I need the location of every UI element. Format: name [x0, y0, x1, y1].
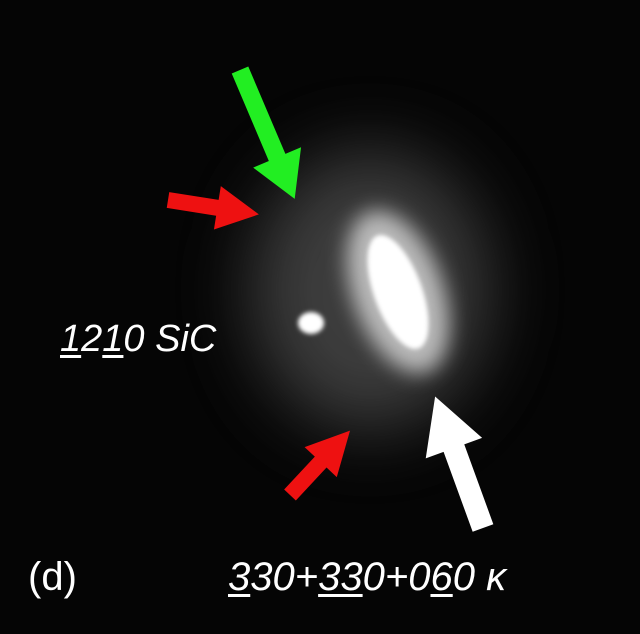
- label-piece: 33: [318, 555, 363, 599]
- diffraction-image: 1210 SiC 330+330+060 κ (d): [0, 0, 640, 634]
- red-arrow: [165, 178, 263, 236]
- red-arrow: [274, 416, 366, 510]
- spot-label: 330+330+060 κ: [228, 555, 506, 600]
- label-piece: 0 κ: [453, 555, 506, 599]
- sic-spot: [298, 312, 324, 334]
- label-piece: 1: [102, 318, 123, 360]
- label-piece: 30+: [250, 555, 318, 599]
- panel-label: (d): [28, 555, 77, 600]
- label-piece: 1: [60, 318, 81, 360]
- pattern: [0, 0, 640, 634]
- spot-label: 1210 SiC: [60, 318, 216, 361]
- label-piece: 6: [430, 555, 452, 599]
- label-piece: 3: [228, 555, 250, 599]
- label-piece: 0 SiC: [123, 318, 216, 360]
- label-piece: 2: [81, 318, 102, 360]
- label-piece: 0+0: [363, 555, 431, 599]
